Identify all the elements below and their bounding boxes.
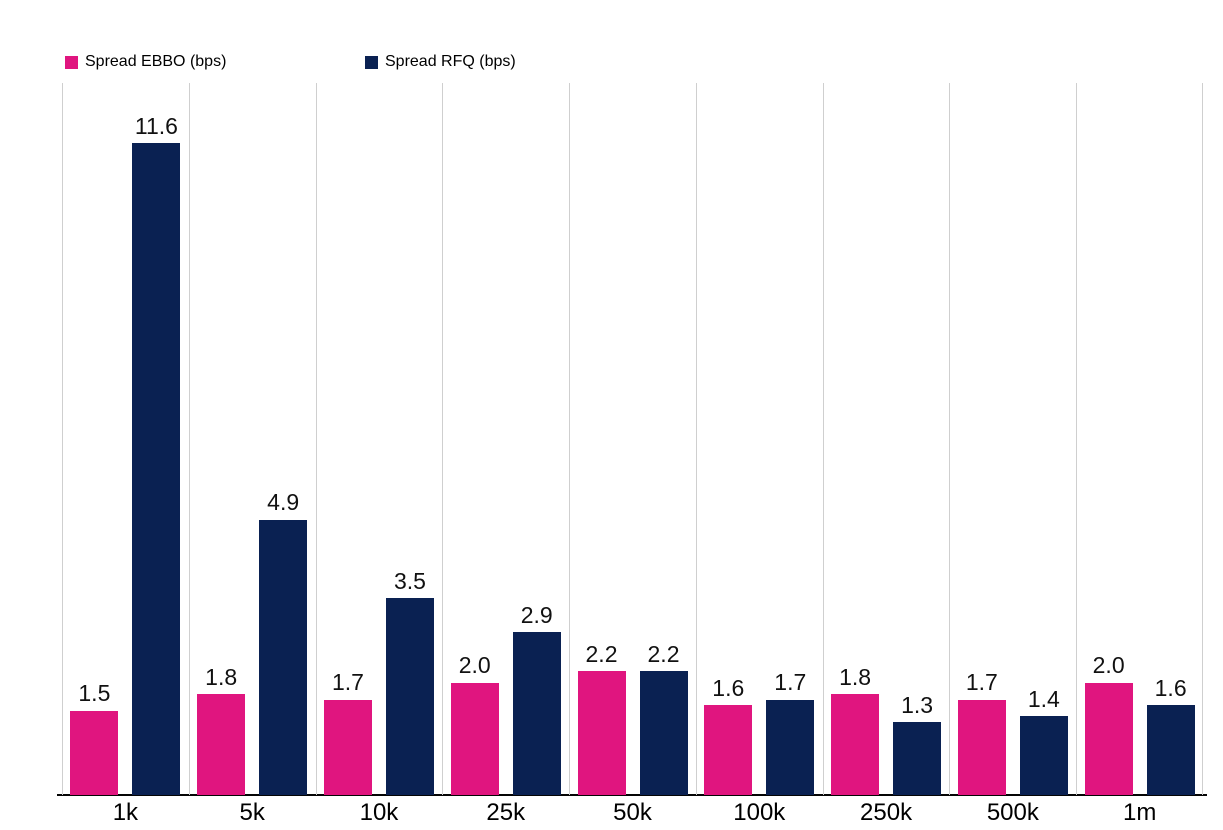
bar-rfq-50k bbox=[639, 671, 688, 795]
bar-group-100k: 1.6 1.7 bbox=[696, 83, 823, 795]
bar-rfq-25k bbox=[512, 632, 561, 795]
bar-rfq-1k bbox=[132, 143, 181, 795]
bar-column: 1.6 bbox=[1146, 674, 1195, 795]
bar-ebbo-10k bbox=[323, 699, 372, 795]
gridline bbox=[442, 83, 444, 795]
bar-rfq-250k bbox=[893, 721, 942, 795]
bar-value-label: 11.6 bbox=[134, 112, 178, 139]
bar-ebbo-1m bbox=[1084, 682, 1133, 795]
x-tick-label-250k: 250k bbox=[860, 799, 913, 826]
bar-rfq-500k bbox=[1019, 716, 1068, 795]
bar-column: 2.2 bbox=[577, 641, 626, 795]
bar-rfq-1m bbox=[1146, 705, 1195, 795]
x-tick-label-10k: 10k bbox=[359, 799, 399, 826]
bar-column: 1.7 bbox=[766, 669, 815, 795]
bar-value-label: 3.5 bbox=[393, 568, 426, 595]
legend-label-ebbo: Spread EBBO (bps) bbox=[85, 53, 227, 70]
gridline bbox=[949, 83, 951, 795]
bar-column: 2.2 bbox=[639, 641, 688, 795]
bar-value-label: 2.0 bbox=[1092, 652, 1125, 679]
bar-value-label: 2.9 bbox=[520, 601, 553, 628]
bar-column: 3.5 bbox=[385, 568, 434, 795]
bar-value-label: 1.6 bbox=[1154, 674, 1187, 701]
bar-column: 1.3 bbox=[893, 691, 942, 795]
bar-value-label: 1.5 bbox=[78, 680, 111, 707]
bar-value-label: 1.3 bbox=[901, 691, 934, 718]
bar-group-10k: 1.7 3.5 bbox=[316, 83, 443, 795]
bar-ebbo-5k bbox=[197, 693, 246, 795]
gridline bbox=[1076, 83, 1078, 795]
bar-column: 4.9 bbox=[259, 489, 308, 795]
bar-rfq-100k bbox=[766, 699, 815, 795]
bar-column: 2.0 bbox=[1084, 652, 1133, 795]
bar-column: 1.4 bbox=[1019, 686, 1068, 795]
legend-item-spread-ebbo: Spread EBBO (bps) bbox=[65, 53, 226, 71]
bar-value-label: 1.7 bbox=[965, 669, 998, 696]
gridline bbox=[822, 83, 824, 795]
x-axis-labels: 1k 5k 10k 25k 50k 100k 250k 500k 1m bbox=[62, 799, 1203, 827]
bar-ebbo-1k bbox=[70, 710, 119, 795]
gridline bbox=[62, 83, 63, 795]
bar-group-1m: 2.0 1.6 bbox=[1076, 83, 1203, 795]
bar-rfq-5k bbox=[259, 519, 308, 795]
x-tick-label-5k: 5k bbox=[239, 799, 265, 826]
bar-group-500k: 1.7 1.4 bbox=[949, 83, 1076, 795]
bar-column: 1.5 bbox=[70, 680, 119, 795]
x-tick-label-100k: 100k bbox=[733, 799, 786, 826]
bar-group-250k: 1.8 1.3 bbox=[823, 83, 950, 795]
legend-label-rfq: Spread RFQ (bps) bbox=[385, 53, 516, 70]
bar-value-label: 1.8 bbox=[205, 663, 238, 690]
bar-group-50k: 2.2 2.2 bbox=[569, 83, 696, 795]
gridline bbox=[188, 83, 190, 795]
gridline bbox=[695, 83, 697, 795]
bar-value-label: 2.0 bbox=[458, 652, 491, 679]
bar-value-label: 4.9 bbox=[267, 489, 300, 516]
bar-value-label: 1.4 bbox=[1027, 686, 1060, 713]
bar-value-label: 1.8 bbox=[839, 663, 872, 690]
gridline bbox=[315, 83, 317, 795]
plot-area: 1.5 11.6 1.8 4.9 1.7 3.5 2.0 2.9 2.2 2.2 1.6 1.7 1.8… bbox=[57, 83, 1207, 796]
bar-ebbo-100k bbox=[704, 705, 753, 795]
bar-column: 2.9 bbox=[512, 601, 561, 795]
bar-group-25k: 2.0 2.9 bbox=[442, 83, 569, 795]
bar-column: 1.7 bbox=[323, 669, 372, 795]
bar-groups: 1.5 11.6 1.8 4.9 1.7 3.5 2.0 2.9 2.2 2.2 1.6 1.7 1.8… bbox=[62, 83, 1203, 795]
bar-column: 11.6 bbox=[132, 112, 181, 795]
gridline bbox=[1202, 83, 1203, 795]
bar-column: 1.8 bbox=[831, 663, 880, 795]
x-tick-label-1m: 1m bbox=[1122, 799, 1157, 826]
gridline bbox=[569, 83, 571, 795]
legend-swatch-rfq-icon bbox=[365, 55, 378, 69]
x-tick-label-25k: 25k bbox=[486, 799, 526, 826]
bar-value-label: 2.2 bbox=[585, 641, 618, 668]
bar-value-label: 1.7 bbox=[331, 669, 364, 696]
legend-item-spread-rfq: Spread RFQ (bps) bbox=[365, 53, 516, 71]
x-tick-label-500k: 500k bbox=[986, 799, 1039, 826]
bar-ebbo-500k bbox=[957, 699, 1006, 795]
x-tick-label-50k: 50k bbox=[613, 799, 652, 826]
bar-rfq-10k bbox=[385, 598, 434, 795]
bar-value-label: 1.7 bbox=[774, 669, 807, 696]
bar-group-5k: 1.8 4.9 bbox=[189, 83, 316, 795]
bar-ebbo-50k bbox=[577, 671, 626, 795]
bar-ebbo-250k bbox=[831, 693, 880, 795]
bar-column: 1.7 bbox=[957, 669, 1006, 795]
bar-ebbo-25k bbox=[450, 682, 499, 795]
legend-swatch-ebbo-icon bbox=[65, 55, 78, 69]
bar-group-1k: 1.5 11.6 bbox=[62, 83, 189, 795]
bar-value-label: 2.2 bbox=[647, 641, 680, 668]
bar-value-label: 1.6 bbox=[712, 674, 745, 701]
x-tick-label-1k: 1k bbox=[112, 799, 139, 826]
x-axis-line bbox=[57, 794, 1207, 796]
bar-column: 1.6 bbox=[704, 674, 753, 795]
bar-column: 2.0 bbox=[450, 652, 499, 795]
bar-column: 1.8 bbox=[197, 663, 246, 795]
